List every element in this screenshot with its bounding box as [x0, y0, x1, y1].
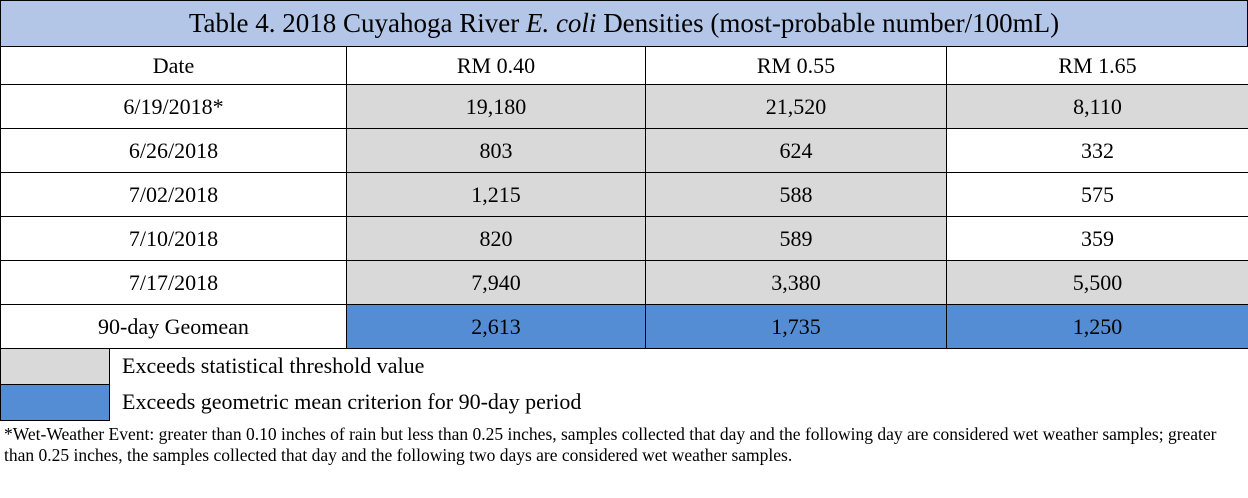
header-cell: Date: [0, 46, 347, 85]
table-cell: 589: [645, 216, 947, 261]
table-cell: 332: [946, 128, 1248, 173]
table-cell: 2,613: [346, 304, 646, 349]
table-cell: 8,110: [946, 84, 1248, 129]
table-cell: 19,180: [346, 84, 646, 129]
table-cell: 1,735: [645, 304, 947, 349]
table-cell: 820: [346, 216, 646, 261]
table-cell: 575: [946, 172, 1248, 217]
table-cell: 7,940: [346, 260, 646, 305]
table-cell: 1,250: [946, 304, 1248, 349]
table-cell: 588: [645, 172, 947, 217]
title-italic: E. coli: [525, 8, 597, 38]
table-cell: 624: [645, 128, 947, 173]
legend-swatch: [0, 348, 110, 385]
footnote: *Wet-Weather Event: greater than 0.10 in…: [4, 424, 1217, 465]
table-cell: 6/26/2018: [0, 128, 347, 173]
header-cell: RM 1.65: [946, 46, 1248, 85]
header-cell: RM 0.55: [645, 46, 947, 85]
legend-swatch: [0, 384, 110, 421]
table-cell: 1,215: [346, 172, 646, 217]
legend-label: Exceeds statistical threshold value: [122, 353, 425, 378]
table-cell: 7/02/2018: [0, 172, 347, 217]
table-cell: 21,520: [645, 84, 947, 129]
table-cell: 7/10/2018: [0, 216, 347, 261]
title-text: Densities (most-probable number/100mL): [596, 8, 1060, 38]
header-cell: RM 0.40: [346, 46, 646, 85]
table-cell: 3,380: [645, 260, 947, 305]
table-cell: 90-day Geomean: [0, 304, 347, 349]
table-cell: 359: [946, 216, 1248, 261]
table-cell: 6/19/2018*: [0, 84, 347, 129]
table-cell: 5,500: [946, 260, 1248, 305]
legend-label: Exceeds geometric mean criterion for 90-…: [122, 389, 582, 414]
table-cell: 7/17/2018: [0, 260, 347, 305]
title-text: Table 4. 2018 Cuyahoga River: [188, 8, 526, 38]
table-cell: 803: [346, 128, 646, 173]
table-title: Table 4. 2018 Cuyahoga River E. coli Den…: [0, 0, 1248, 47]
